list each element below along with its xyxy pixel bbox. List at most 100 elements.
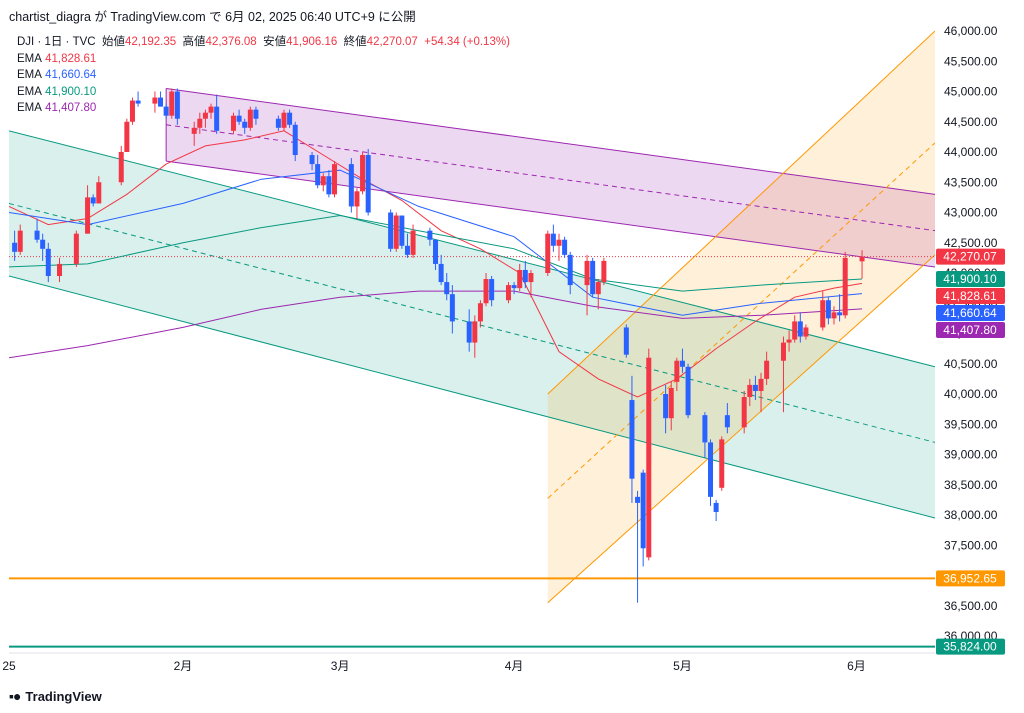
candle-body [640,472,646,549]
price-tick-label: 42,500.00 [944,236,998,250]
candle-body [410,230,416,255]
price-tick-label: 37,500.00 [944,538,998,552]
close-label: 終値 [343,36,367,48]
channel-lines [9,30,935,604]
candle-body [433,239,439,264]
candle-body [685,366,691,416]
candle-body [202,112,208,119]
price-markers: 42,270.07 41,900.10 41,828.61 41,660.64 41,4… [936,248,1005,655]
candle-body [724,415,730,428]
candle-body [326,176,332,195]
up-channel-orange-fill [547,31,935,603]
candle-body [12,242,18,252]
candle-body [332,164,338,195]
candle-body [562,239,568,255]
candle-body [517,269,523,289]
candle-body [511,285,517,289]
candle-body [309,155,315,165]
candle-body [556,239,562,246]
candle-body [472,321,478,343]
candle-body [505,285,511,301]
candle-body [135,100,141,104]
price-marker-badge [936,322,1005,339]
ema-value: 41,660.64 [45,69,97,81]
price-tick-label: 45,000.00 [944,85,998,99]
candle-body [449,294,455,322]
candle-body [584,260,590,286]
candle-body [152,97,158,104]
price-tick-label: 39,500.00 [944,417,998,431]
candle-body [348,164,354,207]
price-tick-label: 38,500.00 [944,478,998,492]
candle-body [623,327,629,355]
candle-body [803,327,809,337]
candle-body [764,360,770,379]
price-marker-badge [936,570,1005,587]
candles [12,88,865,603]
candle-body [208,106,214,113]
candle-body [663,394,669,419]
up-channel-orange-median [547,142,935,499]
candle-body [214,106,220,131]
ema-row-1[interactable]: EMA 41,828.61 [17,51,510,68]
candle-body [438,263,444,283]
candle-body [679,360,685,367]
candle-body [45,248,51,277]
price-marker-badge [936,288,1005,305]
up-channel-orange-upper [547,30,935,395]
candle-body [247,109,253,128]
candle-body [752,384,758,391]
ema-label: EMA [17,102,42,114]
candle-body [17,230,23,252]
candle-body [595,282,601,295]
ema-lines [9,130,863,398]
close-value: 42,270.07 [366,36,418,48]
ema-row-3[interactable]: EMA 41,900.10 [17,84,510,101]
brand-label: TradingView [25,688,102,704]
ema-row-4[interactable]: EMA 41,407.80 [17,100,510,117]
time-tick-label: 3月 [331,659,350,673]
candle-body [825,300,831,319]
candle-body [124,121,130,152]
high-label: 高値 [182,36,206,48]
price-tick-label: 40,000.00 [944,387,998,401]
low-label: 安値 [263,36,287,48]
candle-body [281,112,287,128]
footer-brand[interactable]: ▪● TradingView [9,688,102,704]
candle-body [57,263,63,277]
down-channel-teal-upper [9,130,935,368]
ema-label: EMA [17,69,42,81]
price-tick-label: 36,500.00 [944,599,998,613]
candle-body [158,97,164,107]
ema-row-2[interactable]: EMA 41,660.64 [17,67,510,84]
candle-body [90,197,96,204]
publisher-line: chartist_diagra が TradingView.com で 6月 0… [9,10,416,24]
ema-label: EMA [17,85,42,98]
candle-body [360,155,366,192]
candle-body [292,124,298,156]
candle-body [399,215,405,246]
candle-body [174,91,180,119]
candle-body [786,339,792,343]
candle-body [668,387,674,419]
candle-body [713,502,719,512]
candle-body [477,303,483,322]
price-marker-label: 41,660.64 [943,306,997,320]
down-channel-purple-upper [166,87,935,195]
time-axis[interactable]: 25 2月 3月 4月 5月 6月 [2,652,935,673]
price-tick-label: 39,000.00 [944,448,998,462]
candle-body [797,321,803,337]
candle-body [820,300,826,328]
time-tick-label: 2月 [174,659,193,673]
candle-body [674,360,680,382]
candle-body [646,357,652,558]
candle-body [275,118,281,128]
candle-body [522,269,528,283]
candle-body [393,215,399,249]
candle-body [635,496,641,503]
candle-body [354,191,360,207]
candle-body [528,273,534,283]
horizontal-lines [9,256,935,648]
candle-body [118,152,124,183]
